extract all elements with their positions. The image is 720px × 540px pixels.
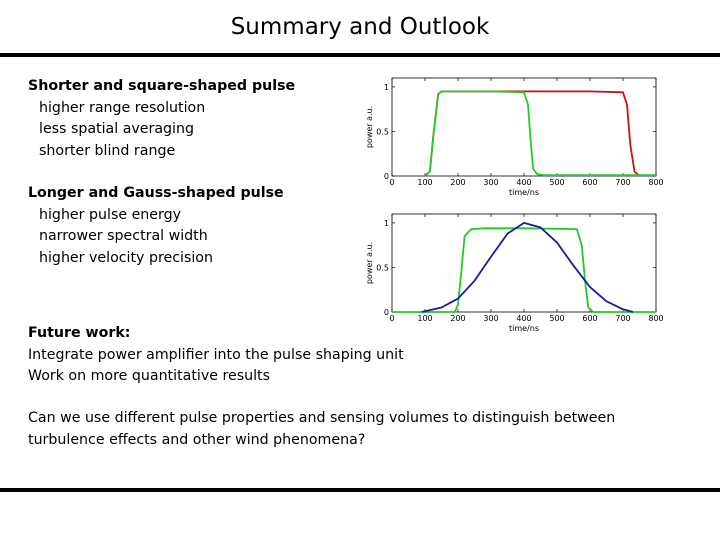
y-tick-label: 1 <box>384 219 389 228</box>
section-gauss-pulse: Longer and Gauss-shaped pulse higher pul… <box>28 183 284 270</box>
square-pulse-chart-svg: 0 100 200 300 400 500 600 700 800 0 0.5 1 time/ns pow… <box>365 77 664 197</box>
x-tick-label: 800 <box>648 314 663 323</box>
bullet-item: shorter blind range <box>39 143 176 160</box>
bullet-item: higher range resolution <box>39 99 206 116</box>
gauss-pulse-chart: 0 100 200 300 400 500 600 700 800 0 0.5 1 time/ns pow… <box>360 208 670 338</box>
y-axis-label: power a.u. <box>365 242 374 284</box>
y-axis-label: power a.u. <box>365 106 374 148</box>
top-divider <box>0 53 720 57</box>
x-tick-label: 800 <box>648 178 663 187</box>
question-line: turbulence effects and other wind phenom… <box>28 431 366 448</box>
bullet-item: Work on more quantitative results <box>28 368 270 385</box>
x-tick-label: 500 <box>549 314 564 323</box>
y-tick-label: 0.5 <box>376 127 389 136</box>
x-tick-label: 700 <box>615 314 630 323</box>
plot-frame <box>391 213 657 313</box>
slide-title: Summary and Outlook <box>230 14 490 40</box>
x-axis-label: time/ns <box>509 188 539 197</box>
x-tick-label: 500 <box>549 178 564 187</box>
y-tick-label: 0 <box>384 308 389 317</box>
section-future-work: Future work: Integrate power amplifier i… <box>28 323 404 388</box>
bullet-item: Integrate power amplifier into the pulse… <box>28 346 404 363</box>
series-line-0 <box>392 227 656 313</box>
x-tick-label: 400 <box>516 178 531 187</box>
square-pulse-chart: 0 100 200 300 400 500 600 700 800 0 0.5 1 time/ns pow… <box>360 72 670 202</box>
y-tick-label: 0.5 <box>376 263 389 272</box>
x-tick-label: 200 <box>450 314 465 323</box>
x-tick-label: 600 <box>582 178 597 187</box>
x-tick-label: 200 <box>450 178 465 187</box>
section-square-pulse: Shorter and square-shaped pulse higher r… <box>28 76 295 163</box>
x-tick-label: 0 <box>389 178 394 187</box>
x-tick-label: 100 <box>417 178 432 187</box>
bullet-item: narrower spectral width <box>39 228 208 245</box>
x-tick-label: 0 <box>389 314 394 323</box>
gauss-pulse-chart-svg: 0 100 200 300 400 500 600 700 800 0 0.5 1 time/ns pow… <box>365 213 664 333</box>
section-heading: Shorter and square-shaped pulse <box>28 78 296 94</box>
bottom-divider <box>0 488 720 492</box>
section-question: Can we use different pulse properties an… <box>28 408 615 451</box>
bullet-item: less spatial averaging <box>39 121 194 138</box>
section-heading: Future work: <box>28 325 131 341</box>
bullet-item: higher velocity precision <box>39 250 213 267</box>
series-line-1 <box>421 222 634 313</box>
x-tick-label: 100 <box>417 314 432 323</box>
section-heading: Longer and Gauss-shaped pulse <box>28 185 284 201</box>
series-line-1 <box>424 90 656 177</box>
x-axis-label: time/ns <box>509 324 539 333</box>
x-tick-label: 700 <box>615 178 630 187</box>
y-tick-label: 0 <box>384 172 389 181</box>
x-tick-label: 400 <box>516 314 531 323</box>
y-tick-label: 1 <box>384 83 389 92</box>
question-line: Can we use different pulse properties an… <box>28 410 616 426</box>
x-tick-label: 300 <box>483 314 498 323</box>
bullet-item: higher pulse energy <box>39 206 182 223</box>
x-tick-label: 300 <box>483 178 498 187</box>
x-tick-label: 600 <box>582 314 597 323</box>
